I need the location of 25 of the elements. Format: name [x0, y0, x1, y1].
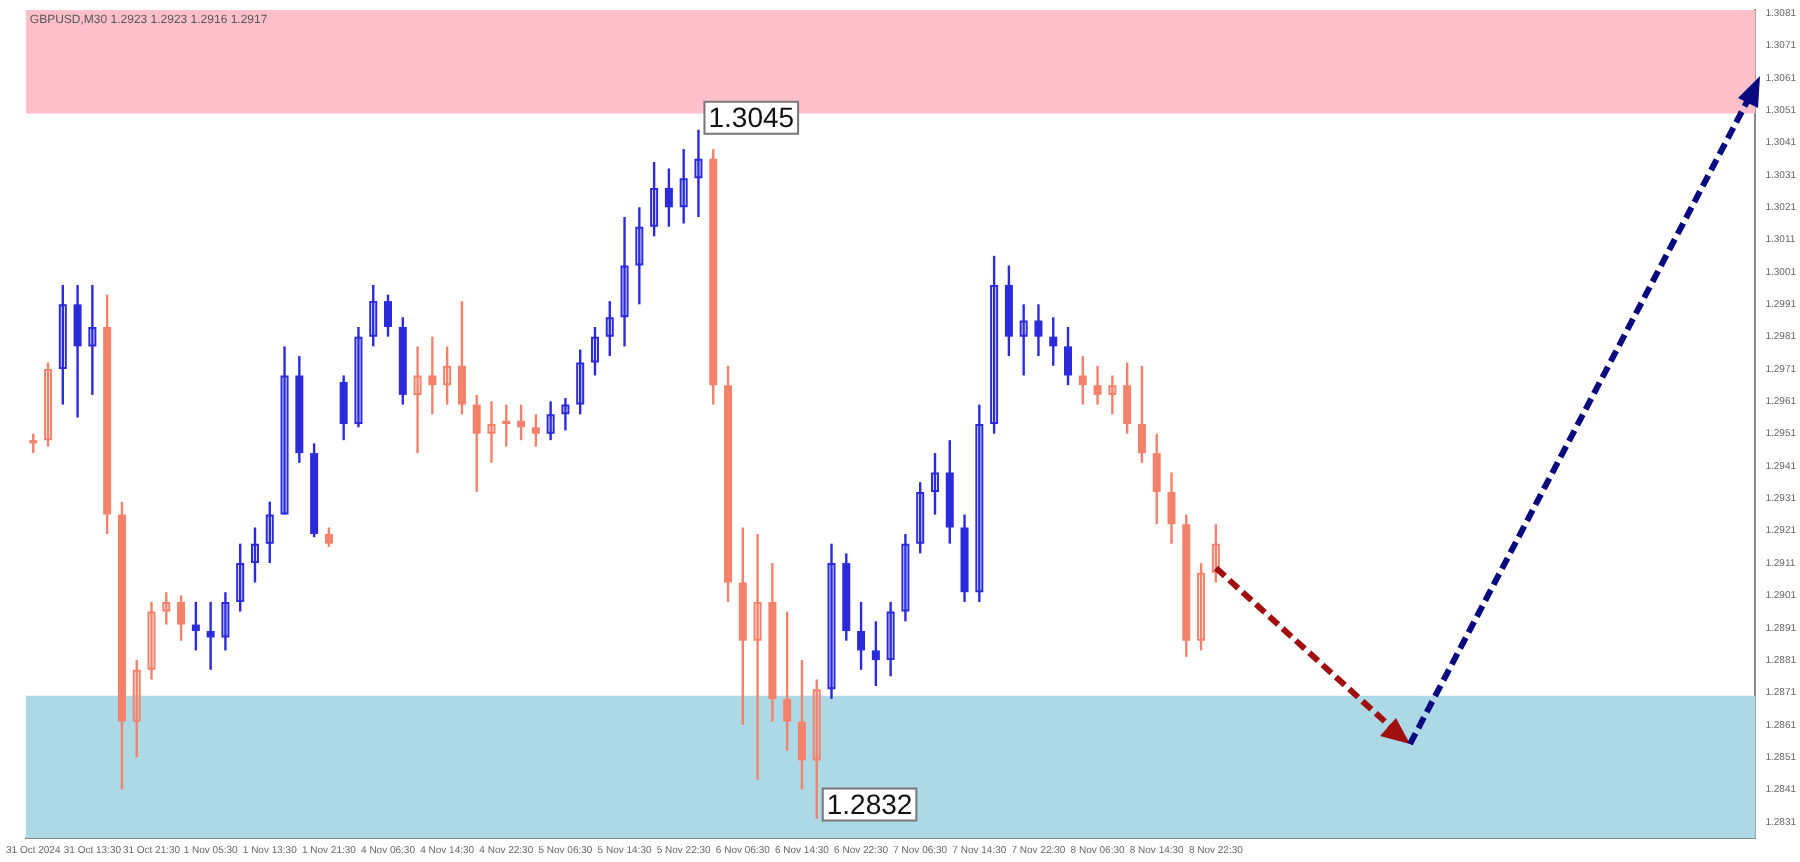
- candlestick: [886, 601, 895, 677]
- candlestick: [1019, 304, 1028, 376]
- candlestick: [827, 543, 836, 699]
- candlestick: [753, 533, 762, 780]
- candlestick: [679, 149, 688, 224]
- candlestick: [147, 601, 156, 680]
- candlestick: [428, 336, 437, 415]
- annotation: 1.3045: [708, 101, 795, 134]
- candlestick: [221, 592, 230, 651]
- candlestick: [280, 346, 289, 515]
- candlestick: [635, 207, 644, 305]
- candlestick: [1108, 375, 1117, 415]
- candlestick: [88, 284, 97, 395]
- candlestick: [901, 533, 910, 622]
- candlestick: [546, 401, 555, 441]
- candlestick: [206, 601, 215, 670]
- candlestick: [413, 346, 422, 454]
- annotation: 1.2832: [826, 788, 913, 821]
- candlestick: [694, 129, 703, 217]
- candlestick: [1093, 365, 1102, 405]
- candlestick: [561, 398, 570, 431]
- candlestick: [354, 326, 363, 428]
- candlestick: [620, 217, 629, 347]
- candlestick: [975, 404, 984, 602]
- candlestick: [487, 401, 496, 463]
